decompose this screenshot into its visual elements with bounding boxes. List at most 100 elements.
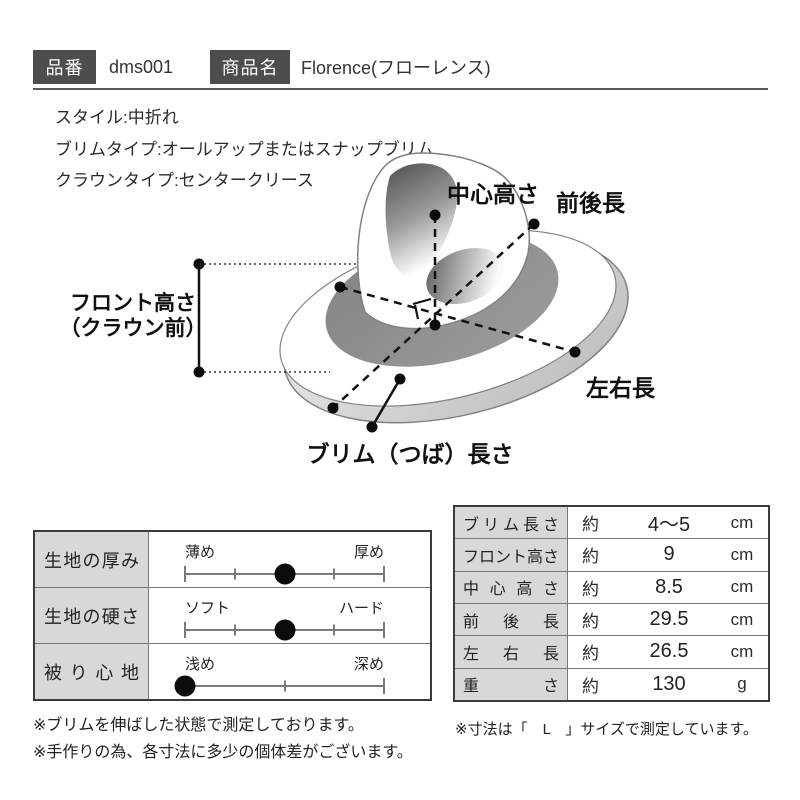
meas-number: 8.5 [655, 575, 683, 598]
spec-brim-type: ブリムタイプ:オールアップまたはスナップブリム [55, 140, 434, 159]
label-left-right-length: 左右長 [586, 375, 656, 401]
hat-illustration [279, 152, 629, 424]
slider-tick [383, 622, 385, 638]
meas-value-cell: 約 9 cm [568, 539, 768, 570]
approx-text: 約 [582, 547, 599, 567]
dot-center-height-bottom [429, 319, 441, 331]
slider-track [184, 619, 385, 641]
slider-track [174, 675, 385, 697]
slider-tick [333, 624, 336, 636]
table-row: 生地の厚み 薄め 厚め [35, 532, 430, 587]
slider-value-dot [274, 619, 295, 641]
measurement-dots [193, 209, 581, 433]
hat-brim-underside [283, 234, 629, 424]
meas-label-center-height: 中心高さ [455, 571, 568, 603]
label-center-height: 中心高さ [447, 181, 539, 207]
meas-label-text: ブリム長さ [463, 516, 559, 534]
front-back-line [332, 223, 535, 409]
meas-label-left-right: 左右長 [455, 636, 568, 668]
meas-number: 4～5 [647, 514, 691, 537]
hat-crown-crease [385, 163, 458, 276]
dot-center-height-top [429, 209, 441, 221]
label-brim-length: ブリム（つば）長さ [307, 441, 514, 467]
left-right-line [339, 285, 576, 354]
slider-tick [184, 566, 186, 582]
thickness-slider: 薄め 厚め [149, 532, 430, 587]
product-name-value: Florence(フローレンス) [301, 58, 491, 78]
slider-tick [283, 680, 286, 692]
row-label-stiffness: 生地の硬さ [35, 588, 149, 643]
spec-crown-type: クラウンタイプ:センタークリース [55, 171, 314, 190]
slider-tick [383, 566, 385, 582]
dot-front-height-top [193, 258, 205, 270]
meas-number: 29.5 [649, 608, 689, 631]
row-label-thickness: 生地の厚み [35, 532, 149, 587]
label-front-height-2: （クラウン前） [60, 316, 207, 340]
approx-text: 約 [582, 579, 599, 599]
meas-unit: cm [730, 544, 754, 564]
meas-unit: cm [730, 512, 754, 532]
label-front-back-length: 前後長 [556, 190, 626, 216]
slider-tick [233, 568, 236, 580]
meas-label-text: 左右長 [463, 645, 559, 663]
meas-unit: cm [730, 577, 754, 597]
approx-text: 約 [582, 612, 599, 632]
table-row: 中心高さ 約 8.5 cm [455, 570, 768, 603]
slider-max-label: 厚め [353, 544, 384, 561]
meas-value-cell: 約 29.5 cm [568, 604, 768, 635]
table-row: ブリム長さ 約 4～5 cm [455, 507, 768, 539]
meas-label-text: 前後長 [463, 613, 559, 631]
dot-left-right-left [334, 281, 346, 293]
hat-crown-dent [426, 247, 504, 305]
dot-front-height-bottom [193, 366, 205, 378]
right-angle-mark [412, 297, 432, 320]
approx-text: 約 [582, 644, 599, 664]
slider-min-label: ソフト [185, 600, 231, 617]
meas-number: 130 [652, 672, 686, 695]
meas-value-cell: 約 130 g [568, 669, 768, 700]
fit-slider: 浅め 深め [149, 644, 430, 699]
slider-tick [333, 568, 336, 580]
meas-unit: cm [730, 609, 754, 629]
table-row: 左右長 約 26.5 cm [455, 635, 768, 668]
slider-tick [184, 622, 186, 638]
hat-band [325, 233, 559, 367]
slider-track [184, 563, 385, 585]
brim-length-line [370, 378, 402, 428]
approx-text: 約 [582, 515, 599, 535]
hat-crown [356, 152, 530, 330]
meas-label-front-back: 前後長 [455, 603, 568, 636]
table-row: 生地の硬さ ソフト ハード [35, 587, 430, 643]
footnote-size-l: ※寸法は「 L 」サイズで測定しています。 [455, 721, 758, 738]
dot-left-right-right [569, 346, 581, 358]
measurement-lines [197, 215, 576, 428]
row-label-fit: 被り心地 [35, 644, 149, 699]
table-row: 被り心地 浅め 深め [35, 643, 430, 699]
table-row: フロント高さ 約 9 cm [455, 538, 768, 571]
slider-tick [233, 624, 236, 636]
stiffness-slider: ソフト ハード [149, 588, 430, 643]
meas-label-text: フロント高さ [463, 548, 560, 566]
slider-max-label: 深め [353, 656, 384, 673]
meas-value-cell: 約 26.5 cm [568, 636, 768, 667]
meas-label-text: 重さ [463, 678, 559, 696]
hat-brim-top [279, 229, 617, 407]
label-front-height-1: フロント高さ [70, 291, 196, 315]
footnote-brim-measure: ※ブリムを伸ばした状態で測定しております。 [33, 717, 364, 734]
dot-brim-bottom [366, 421, 378, 433]
meas-label-brim: ブリム長さ [455, 507, 568, 539]
meas-number: 9 [663, 543, 675, 566]
meas-unit: g [737, 674, 747, 694]
measurements-table: ブリム長さ 約 4～5 cm フロント高さ 約 9 cm 中心高さ 約 8.5 … [453, 505, 770, 702]
fabric-feel-table: 生地の厚み 薄め 厚め 生地の硬さ ソフト ハード 被り心地 浅め 深め [33, 530, 432, 701]
slider-tick [383, 678, 385, 694]
row-label-text: 生地の硬さ [44, 606, 139, 627]
item-number-value: dms001 [109, 56, 174, 77]
header: 品番 dms001 商品名 Florence(フローレンス) [33, 50, 768, 90]
footnote-handmade: ※手作りの為、各寸法に多少の個体差がございます。 [33, 744, 413, 761]
meas-number: 26.5 [649, 640, 689, 663]
dot-front-back-top [528, 218, 540, 230]
dot-front-back-bottom [327, 402, 339, 414]
meas-value-cell: 約 4～5 cm [568, 507, 768, 538]
